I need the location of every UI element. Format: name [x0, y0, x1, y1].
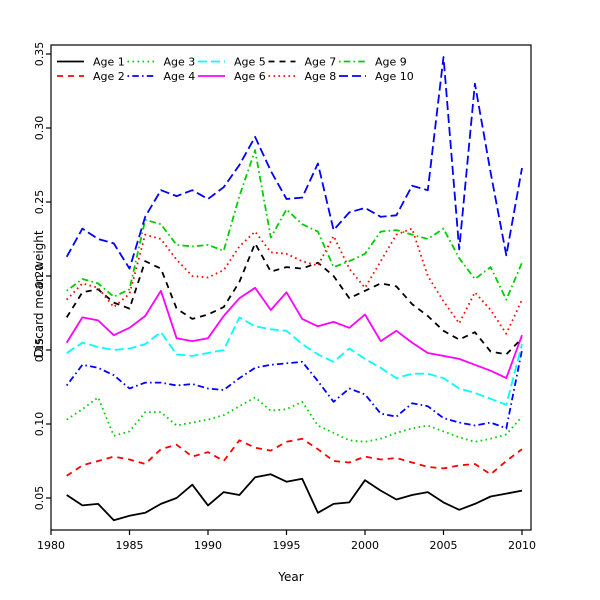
- y-tick-label: 0.35: [33, 42, 46, 67]
- series-line-age-6: [65, 286, 523, 380]
- series-line-age-2: [66, 437, 523, 477]
- y-tick-label: 0.10: [33, 412, 46, 437]
- series-line-age-4: [65, 349, 523, 430]
- legend-label-age-5: Age 5: [234, 56, 266, 69]
- y-tick-label: 0.05: [33, 486, 46, 511]
- legend-label-age-7: Age 7: [305, 56, 337, 69]
- legend-label-age-6: Age 6: [234, 70, 266, 83]
- legend-label-age-9: Age 9: [375, 56, 407, 69]
- legend-label-age-8: Age 8: [305, 70, 337, 83]
- x-tick-label: 1980: [37, 539, 65, 552]
- series-line-age-3: [66, 396, 523, 443]
- legend-label-age-4: Age 4: [164, 70, 196, 83]
- series-line-age-1: [66, 473, 523, 522]
- plot-frame: [50, 44, 532, 531]
- series-line-age-8: [66, 227, 523, 335]
- x-tick-label: 1990: [194, 539, 222, 552]
- series-line-age-7: [65, 242, 523, 356]
- legend-label-age-2: Age 2: [93, 70, 125, 83]
- x-axis-title: Year: [278, 570, 304, 584]
- y-tick-label: 0.20: [33, 264, 46, 289]
- y-axis-title: Discard mean weight: [32, 230, 46, 358]
- series-line-age-10: [65, 56, 523, 270]
- y-tick-label: 0.25: [33, 190, 46, 215]
- x-tick-label: 2010: [508, 539, 536, 552]
- x-tick-label: 1995: [273, 539, 301, 552]
- series-line-age-5: [66, 316, 523, 406]
- x-tick-label: 1985: [116, 539, 144, 552]
- y-tick-label: 0.15: [33, 338, 46, 363]
- legend-label-age-1: Age 1: [93, 56, 125, 69]
- legend-label-age-3: Age 3: [164, 56, 196, 69]
- x-tick-label: 2005: [430, 539, 458, 552]
- y-tick-label: 0.30: [33, 116, 46, 141]
- series-line-age-9: [66, 149, 523, 301]
- x-tick-label: 2000: [351, 539, 379, 552]
- legend-label-age-10: Age 10: [375, 70, 414, 83]
